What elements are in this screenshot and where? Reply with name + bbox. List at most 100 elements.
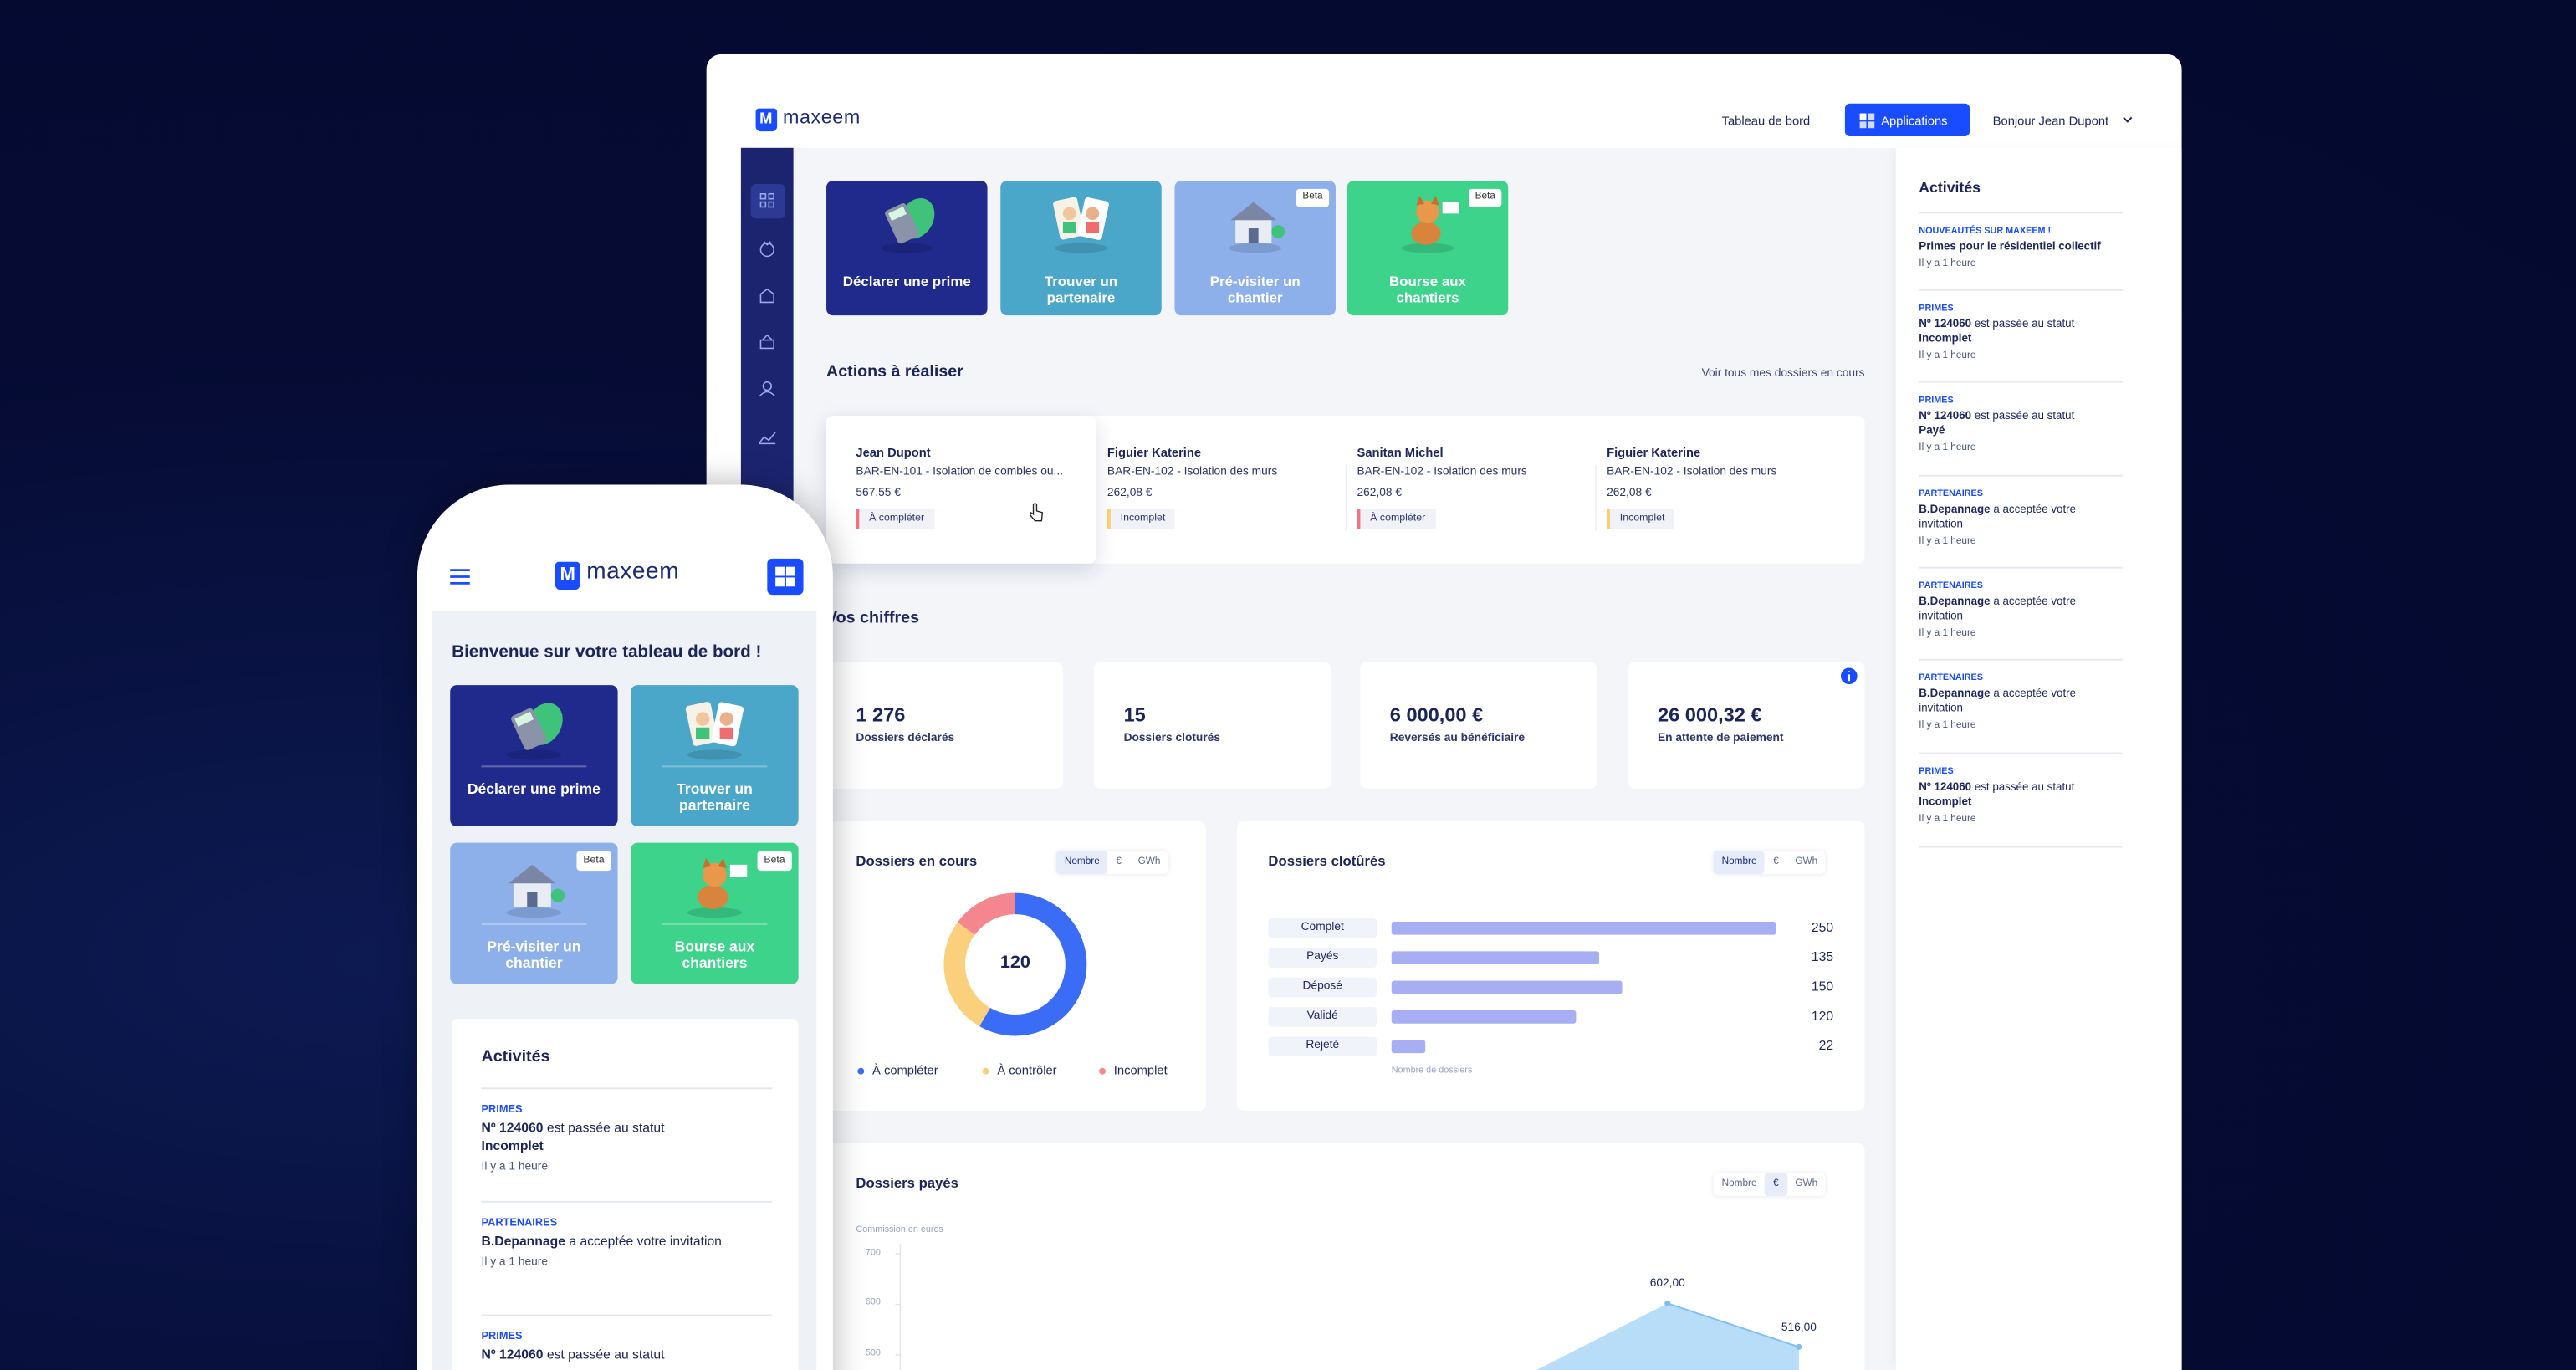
- illustration-tree: [1271, 225, 1285, 238]
- activity-category: PRIMES: [1919, 767, 1954, 778]
- sidebar-active: [750, 184, 785, 219]
- bar-category: Déposé: [1268, 977, 1377, 998]
- chart-title: Dossiers clotûrés: [1268, 852, 1386, 870]
- activity-message: est passée au statut: [546, 1347, 665, 1362]
- activity-status: Incomplet: [481, 1138, 544, 1153]
- activity-message: est passée au statut: [1974, 319, 2075, 330]
- action-name[interactable]: Sanitan Michel: [1357, 445, 1444, 461]
- toggle-option[interactable]: GWh: [1795, 857, 1818, 868]
- activity-card: [452, 1018, 799, 1370]
- illustration-sign: [1442, 202, 1459, 214]
- bar-value: 250: [1811, 920, 1834, 935]
- illustration-group: [506, 703, 563, 760]
- stat-card: [826, 662, 1063, 789]
- app-tile[interactable]: [826, 181, 988, 316]
- sidebar-icon: [768, 201, 774, 208]
- toggle-option[interactable]: €: [1765, 1173, 1787, 1197]
- action-reference: BAR-EN-101 - Isolation de combles ou...: [856, 466, 1064, 478]
- activity-item: PARTENAIRES B.Depannage a acceptée votre …: [1919, 474, 2123, 547]
- user-greeting[interactable]: Bonjour Jean Dupont: [1992, 113, 2109, 129]
- icon-square: [1868, 113, 1875, 120]
- sidebar-icon: [768, 193, 774, 200]
- illustration-dog-head: [1416, 200, 1439, 224]
- stat-value: 26 000,32 €: [1657, 703, 1762, 727]
- tile-badge: Beta: [576, 851, 611, 871]
- activity-time: Il y a 1 heure: [1919, 815, 1976, 826]
- stat-value: 6 000,00 €: [1389, 703, 1484, 727]
- tile-badge: Beta: [757, 851, 792, 871]
- y-tick-label: 700: [865, 1248, 881, 1258]
- bar-value: 150: [1811, 979, 1834, 994]
- illustration-group: [687, 858, 748, 918]
- action-amount: 262,08 €: [1607, 488, 1652, 500]
- toggle-option[interactable]: GWh: [1795, 1179, 1818, 1190]
- tile-label: Trouver un partenaire: [1044, 273, 1118, 305]
- action-status: Incomplet: [1607, 509, 1675, 529]
- section-title: Actions à réaliser: [826, 363, 963, 381]
- activity-text: Nº 124060 est passée au statut Incomplet: [1919, 780, 2123, 810]
- app-tile[interactable]: [1000, 181, 1162, 316]
- activity-message: a acceptée votre invitation: [1919, 688, 2077, 715]
- chevron-path: [2123, 116, 2133, 123]
- legend-label: À compléter: [872, 1062, 938, 1078]
- activity-subject: B.Depannage: [1919, 688, 1991, 700]
- app-tile[interactable]: [450, 685, 618, 827]
- actions-item-raised: [826, 415, 1096, 564]
- activity-item: PRIMES Nº 124060 est passée au statut Inco…: [1919, 752, 2123, 826]
- stat-card: [1094, 662, 1331, 789]
- logo-name: maxeem: [782, 105, 861, 129]
- axis-label: Nombre de dossiers: [1391, 1066, 1473, 1076]
- activity-category: PRIMES: [481, 1331, 523, 1342]
- data-label: 602,00: [1649, 1278, 1685, 1291]
- section-link[interactable]: Voir tous mes dossiers en cours: [1701, 368, 1865, 380]
- donut-chart: [943, 892, 1087, 1036]
- sidebar-icons: [758, 193, 776, 445]
- toggle-option[interactable]: Nombre: [1056, 851, 1108, 875]
- activity-text: B.Depannage a acceptée votre invitation: [1919, 595, 2123, 624]
- tile-illustration: [880, 198, 935, 253]
- activity-panel: [1895, 147, 2182, 1370]
- sidebar-icon: [762, 381, 773, 391]
- toggle-option[interactable]: Nombre: [1713, 851, 1766, 875]
- tile-illustration: [1053, 197, 1109, 253]
- toggle-option[interactable]: GWh: [1137, 857, 1161, 868]
- bar-value: 120: [1811, 1009, 1834, 1024]
- activity-subject: B.Depannage: [1919, 504, 1991, 516]
- action-name[interactable]: Jean Dupont: [856, 445, 931, 461]
- illustration-dog-head: [703, 863, 727, 887]
- bar-category: Validé: [1268, 1007, 1377, 1027]
- illustration-group: [1229, 202, 1285, 253]
- icon-square: [785, 566, 795, 576]
- sidebar-icon: [759, 391, 775, 396]
- activity-subject: B.Depannage: [481, 1234, 565, 1249]
- illustration-body: [1062, 222, 1076, 233]
- illustration-sign: [729, 865, 748, 877]
- applications-button[interactable]: [1844, 103, 1970, 137]
- illustration-group: [880, 198, 935, 253]
- action-name[interactable]: Figuier Katerine: [1107, 445, 1202, 461]
- toggle-option[interactable]: €: [1116, 857, 1122, 868]
- app-tile[interactable]: [631, 685, 799, 827]
- toggle-option[interactable]: €: [1773, 857, 1779, 868]
- nav-link[interactable]: Tableau de bord: [1721, 113, 1811, 129]
- activity-item: PRIMES Nº 124060 est passée au statut Inco…: [1919, 289, 2123, 361]
- illustration-face: [1086, 207, 1100, 221]
- action-status: À compléter: [1357, 509, 1436, 529]
- action-status: À compléter: [856, 509, 934, 529]
- illustration-tree: [550, 888, 565, 903]
- tile-divider: [662, 923, 768, 925]
- action-name[interactable]: Figuier Katerine: [1607, 445, 1701, 461]
- activity-subject: Nº 124060: [481, 1120, 544, 1136]
- sidebar-icon: [759, 201, 767, 208]
- illustration-shadow: [880, 243, 933, 253]
- stat-card: [1628, 662, 1865, 789]
- pointer-cursor: [1029, 503, 1044, 522]
- activity-text: B.Depannage a acceptée votre invitation: [1919, 687, 2123, 716]
- info-icon: [1840, 667, 1858, 685]
- logo-mark: M: [555, 561, 580, 590]
- toggle-option[interactable]: Nombre: [1721, 1179, 1757, 1190]
- activity-item: PRIMES Nº 124060 est passée au statut Payé…: [1919, 381, 2123, 453]
- bar-category: Complet: [1268, 918, 1377, 938]
- apps-button[interactable]: [767, 558, 804, 596]
- activity-category: NOUVEAUTÉS SUR MAXEEM !: [1919, 227, 2052, 237]
